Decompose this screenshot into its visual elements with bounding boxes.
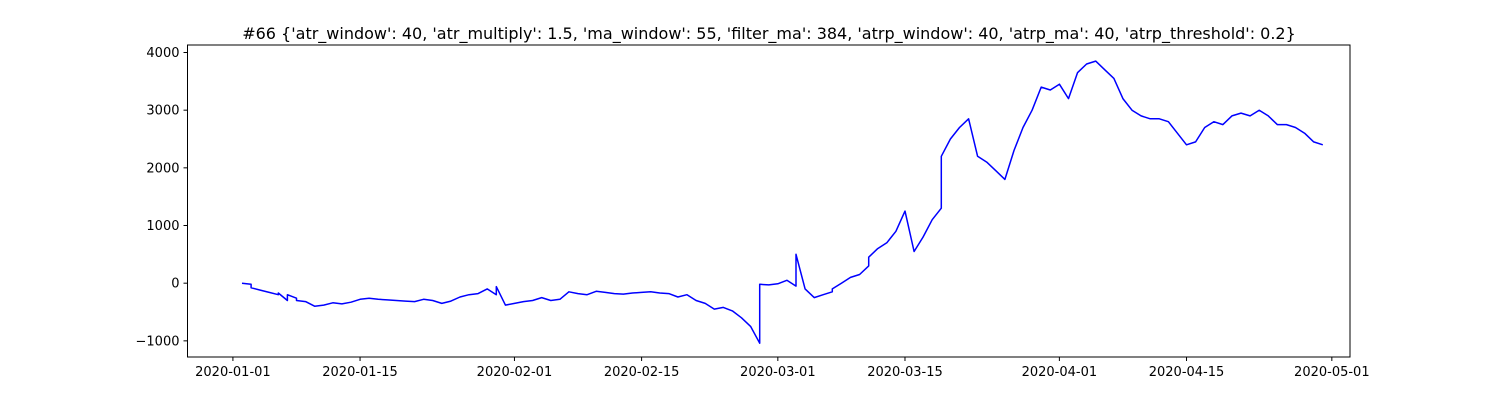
- y-tick-label: 0: [171, 277, 179, 292]
- x-tick-label: 2020-04-15: [1149, 365, 1225, 380]
- x-tick-label: 2020-01-01: [195, 365, 271, 380]
- x-tick-label: 2020-03-01: [740, 365, 816, 380]
- plot-frame: [187, 44, 1351, 358]
- x-tick-label: 2020-03-15: [867, 365, 943, 380]
- x-axis: 2020-01-01 2020-01-15 2020-02-01 2020-02-15…: [195, 357, 1370, 380]
- y-axis: −1000 0 1000 2000 3000 4000: [136, 46, 188, 349]
- y-tick-label: −1000: [136, 334, 180, 349]
- chart-title: #66 {'atr_window': 40, 'atr_multiply': 1…: [242, 24, 1296, 44]
- y-tick-label: 4000: [146, 46, 179, 61]
- y-tick-label: 2000: [146, 161, 179, 176]
- plot-area: [241, 60, 1324, 344]
- y-tick-label: 3000: [146, 104, 179, 119]
- x-tick-label: 2020-05-01: [1294, 365, 1370, 380]
- x-tick-label: 2020-04-01: [1022, 365, 1098, 380]
- y-tick-label: 1000: [146, 219, 179, 234]
- x-tick-label: 2020-01-15: [322, 365, 398, 380]
- x-tick-label: 2020-02-01: [477, 365, 553, 380]
- series-line-0: [241, 60, 1324, 344]
- x-tick-label: 2020-02-15: [604, 365, 680, 380]
